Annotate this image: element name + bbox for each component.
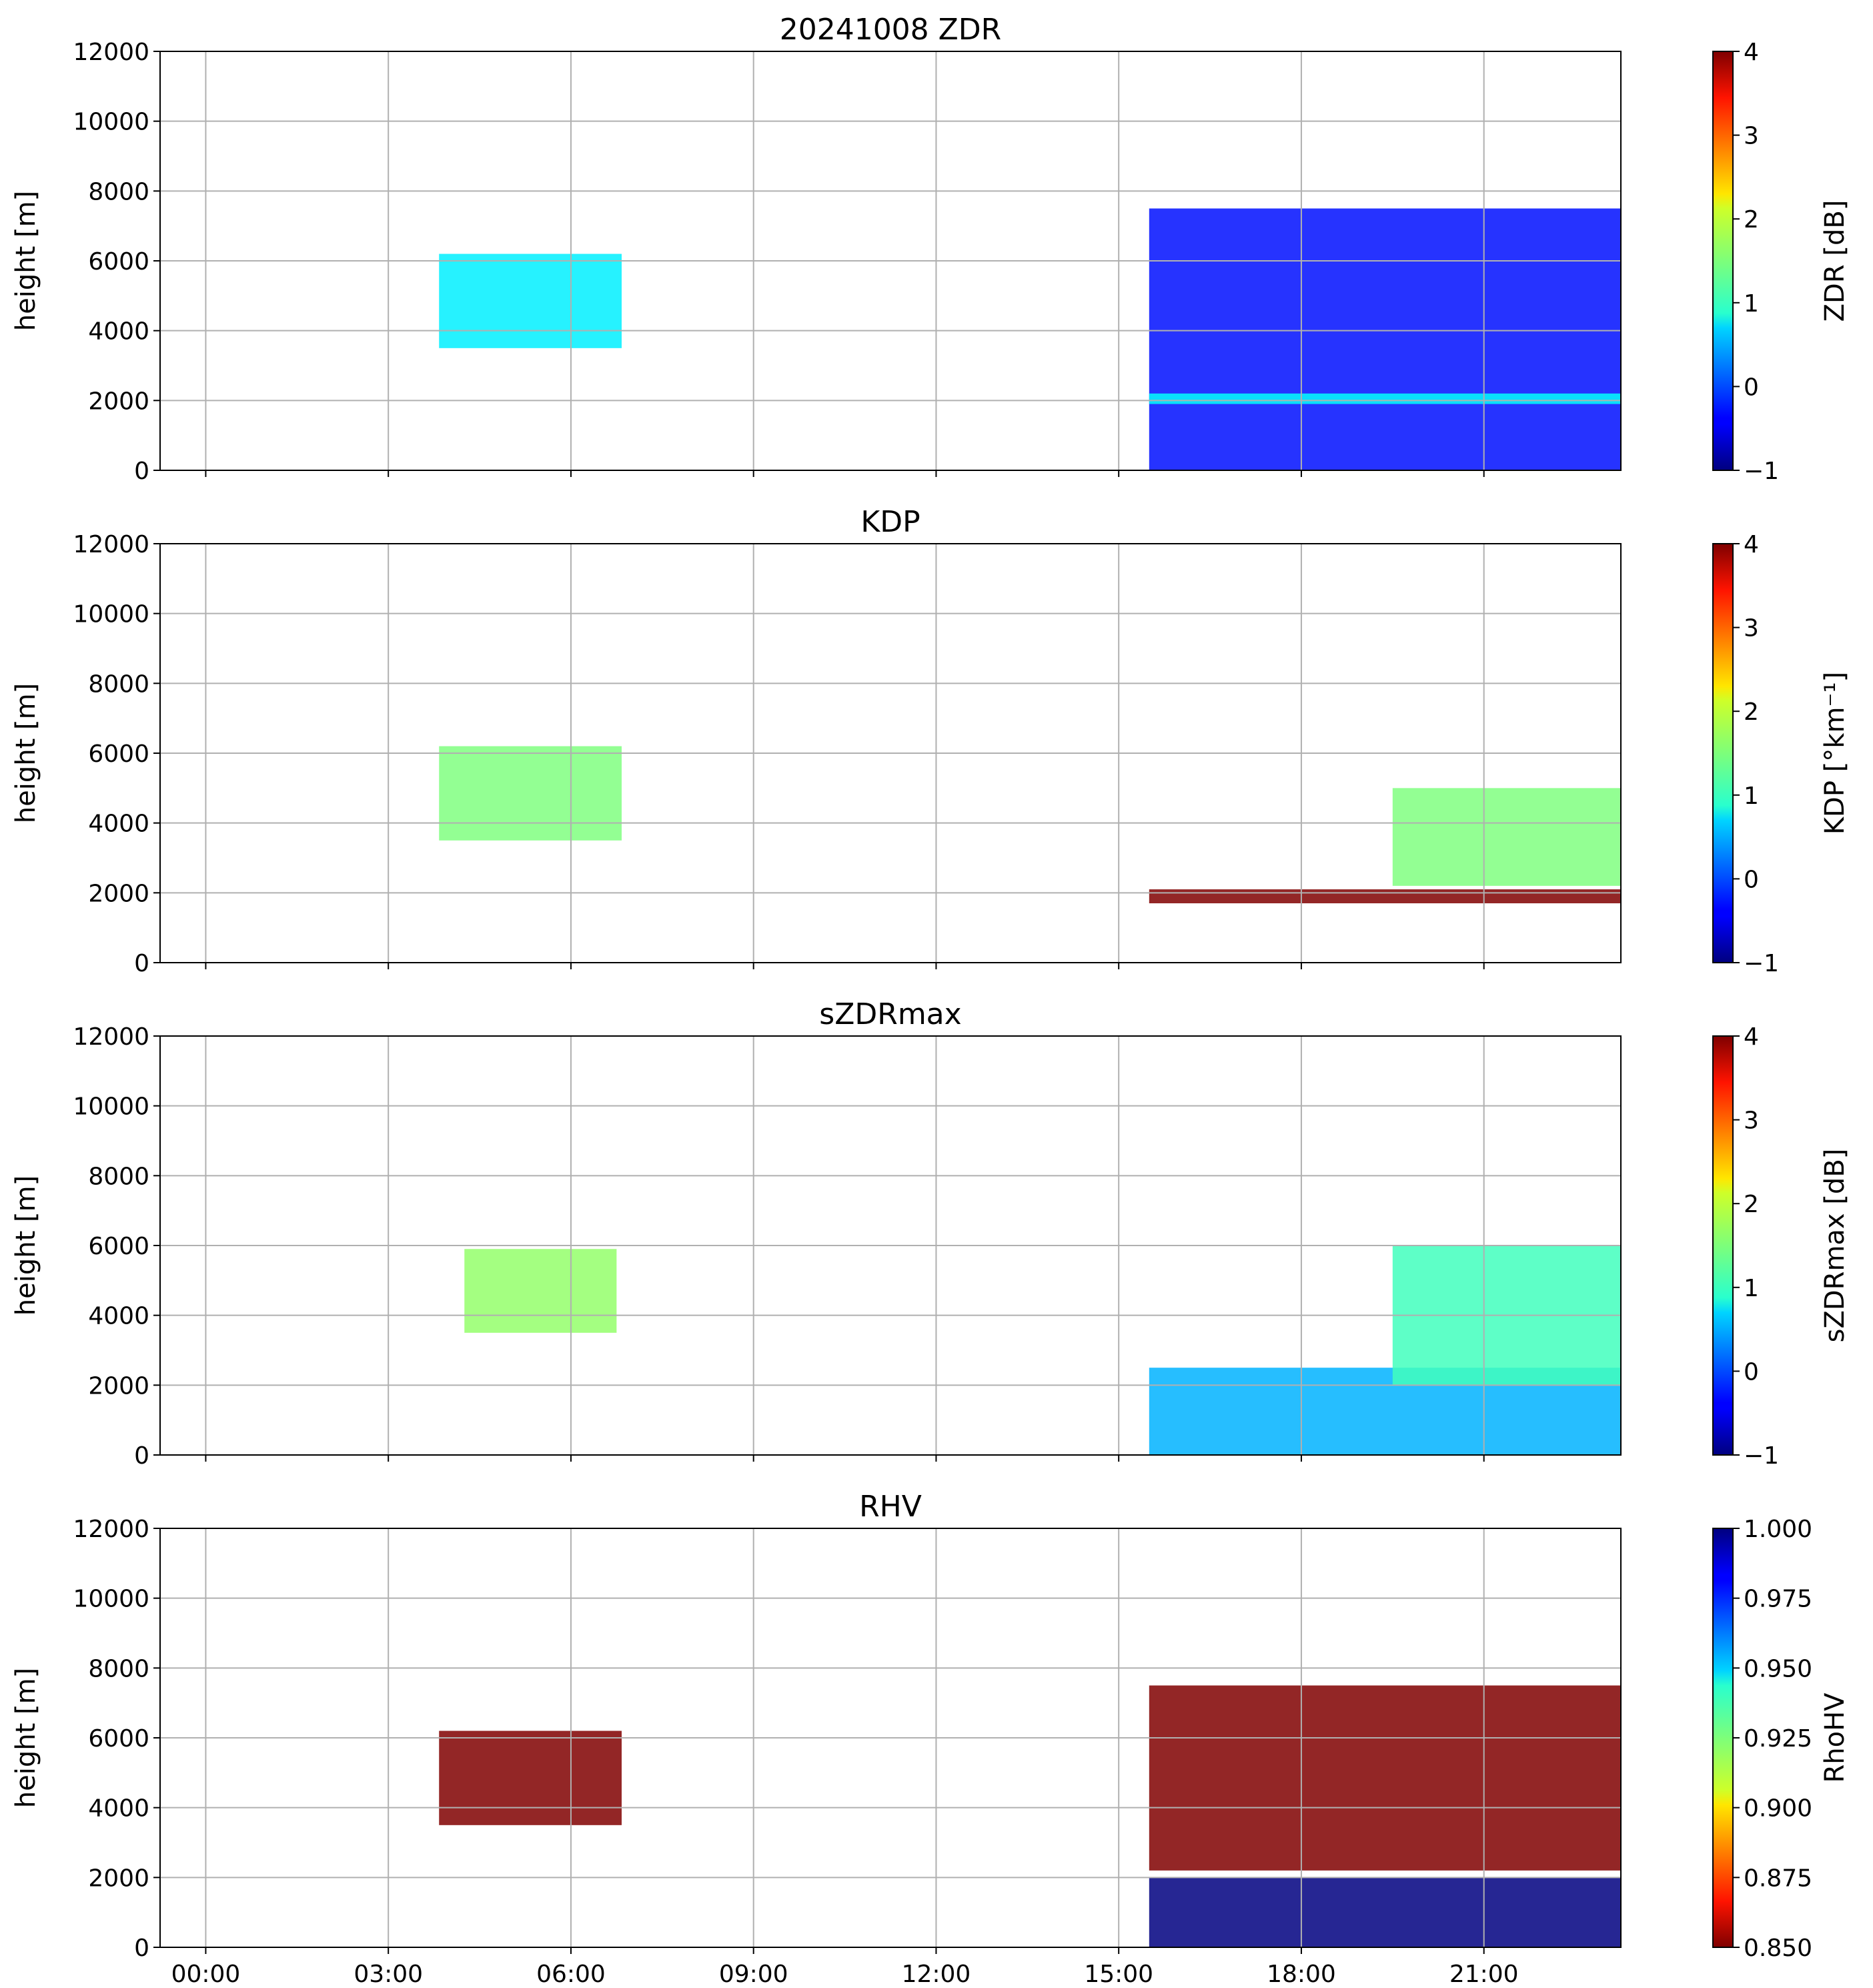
colorbar	[1712, 1035, 1734, 1456]
y-tick-label: 0	[134, 950, 149, 977]
y-tick-label: 10000	[73, 601, 149, 628]
colorbar-tick-label: 0.850	[1744, 1935, 1812, 1962]
grid	[160, 51, 1621, 471]
echo-regions	[439, 746, 1621, 904]
y-tick-label: 4000	[88, 318, 149, 346]
colorbar-label: RhoHV	[1820, 1692, 1850, 1783]
colorbar-tick-label: 0.900	[1744, 1795, 1812, 1823]
panel-title: 20241008 ZDR	[780, 13, 1002, 47]
y-tick-label: 2000	[88, 388, 149, 415]
echo-region	[1149, 889, 1621, 904]
colorbar-tick-label: 0.925	[1744, 1725, 1812, 1753]
y-tick-label: 8000	[88, 178, 149, 205]
y-tick-label: 0	[134, 1935, 149, 1962]
colorbar-tick-label: 4	[1744, 39, 1759, 66]
echo-region	[439, 746, 622, 841]
colorbar-tick-label: 1	[1744, 1275, 1759, 1302]
colorbar-tick-label: 3	[1744, 123, 1759, 150]
colorbar-tick-label: −1	[1744, 458, 1779, 485]
y-tick-label: 4000	[88, 811, 149, 838]
colorbar-label: sZDRmax [dB]	[1820, 1149, 1850, 1343]
colorbar-tick-label: 1	[1744, 783, 1759, 810]
zdr-panel: 20241008 ZDR 0 2000 4000 6000 8000 10000 12000 h…	[11, 13, 1850, 485]
colorbar-tick-label: −1	[1744, 950, 1779, 977]
echo-region	[464, 1249, 617, 1333]
x-tick-label: 00:00	[171, 1961, 241, 1988]
y-tick-label: 12000	[73, 1023, 149, 1051]
colorbar-tick-label: 2	[1744, 1191, 1759, 1218]
y-axis-label: height [m]	[11, 1175, 41, 1316]
y-axis-label: height [m]	[11, 683, 41, 823]
y-tick-label: 8000	[88, 1655, 149, 1682]
colorbar-label: ZDR [dB]	[1820, 200, 1850, 322]
echo-region	[1149, 1877, 1621, 1947]
echo-region	[439, 1730, 622, 1825]
echo-region	[1149, 1685, 1621, 1871]
colorbar-tick-label: 0	[1744, 1358, 1759, 1386]
echo-regions	[439, 1685, 1621, 1947]
x-tick-label: 12:00	[902, 1961, 971, 1988]
y-tick-label: 0	[134, 458, 149, 485]
y-tick-label: 12000	[73, 1516, 149, 1543]
x-tick-label: 06:00	[536, 1961, 606, 1988]
colorbar-tick-label: 1.000	[1744, 1516, 1812, 1543]
colorbar-tick-label: 2	[1744, 698, 1759, 726]
y-tick-label: 10000	[73, 1586, 149, 1613]
colorbar	[1712, 51, 1734, 471]
y-tick-label: 8000	[88, 1163, 149, 1190]
y-tick-label: 10000	[73, 109, 149, 136]
colorbar-tick-label: 4	[1744, 1023, 1759, 1051]
echo-region	[439, 254, 622, 348]
y-tick-label: 6000	[88, 248, 149, 276]
colorbar-tick-label: 4	[1744, 531, 1759, 558]
echo-region	[1149, 393, 1621, 404]
colorbar-tick-label: 2	[1744, 206, 1759, 233]
y-tick-label: 4000	[88, 1795, 149, 1823]
colorbar	[1712, 1528, 1734, 1948]
panel-title: RHV	[859, 1490, 922, 1524]
y-tick-label: 2000	[88, 1372, 149, 1400]
y-tick-label: 6000	[88, 1725, 149, 1753]
echo-regions	[464, 1246, 1621, 1455]
panel-title: KDP	[860, 505, 920, 539]
y-axis-label: height [m]	[11, 191, 41, 331]
colorbar-label: KDP [°km⁻¹]	[1820, 672, 1850, 835]
colorbar-tick-label: 0	[1744, 866, 1759, 893]
y-tick-label: 4000	[88, 1303, 149, 1330]
colorbar-tick-label: 3	[1744, 1107, 1759, 1135]
y-tick-label: 10000	[73, 1093, 149, 1121]
y-tick-label: 8000	[88, 670, 149, 698]
szdrmax-panel: sZDRmax 0 2000 4000 6000 8000 10000 12000 height…	[11, 997, 1850, 1470]
y-axis-label: height [m]	[11, 1668, 41, 1808]
y-tick-label: 2000	[88, 880, 149, 907]
x-tick-label: 15:00	[1084, 1961, 1153, 1988]
kdp-panel: KDP 0 2000 4000 6000 8000 10000 12000 height [m]…	[11, 505, 1850, 977]
colorbar-tick-label: 0.975	[1744, 1586, 1812, 1613]
colorbar-tick-label: 3	[1744, 615, 1759, 642]
x-tick-label: 21:00	[1449, 1961, 1519, 1988]
colorbar-tick-label: 0	[1744, 374, 1759, 401]
echo-regions	[439, 208, 1621, 470]
y-tick-label: 2000	[88, 1865, 149, 1892]
x-tick-label: 09:00	[719, 1961, 788, 1988]
y-tick-label: 12000	[73, 39, 149, 66]
y-tick-label: 6000	[88, 740, 149, 768]
colorbar-tick-label: 0.875	[1744, 1865, 1812, 1892]
rhv-panel: RHV 0 2000 4000 6000 8000 10000 12000 height [m]…	[11, 1490, 1850, 1988]
y-tick-label: 0	[134, 1442, 149, 1470]
y-tick-label: 12000	[73, 531, 149, 558]
echo-region	[1149, 208, 1621, 470]
echo-region	[1392, 788, 1621, 886]
x-tick-label: 18:00	[1267, 1961, 1336, 1988]
x-tick-label: 03:00	[354, 1961, 423, 1988]
colorbar-tick-label: 0.950	[1744, 1655, 1812, 1682]
panel-title: sZDRmax	[819, 997, 961, 1031]
colorbar-tick-label: 1	[1744, 290, 1759, 318]
colorbar	[1712, 543, 1734, 963]
y-tick-label: 6000	[88, 1233, 149, 1260]
colorbar-tick-label: −1	[1744, 1442, 1779, 1470]
